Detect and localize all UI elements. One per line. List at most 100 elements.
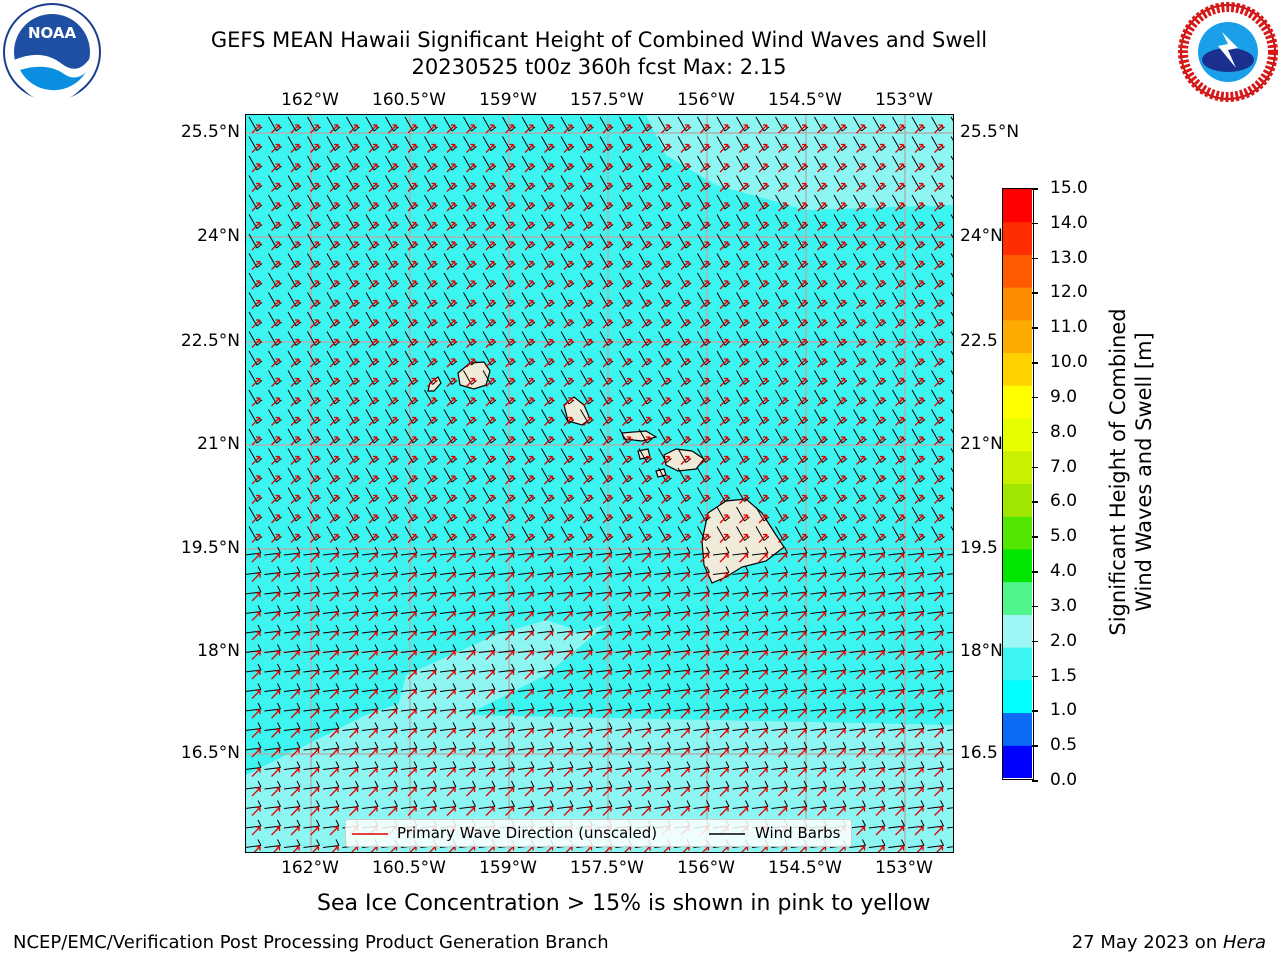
- wind-barb: [615, 683, 632, 692]
- wind-barb: [654, 722, 671, 731]
- wave-direction-arrow: [836, 299, 846, 309]
- wave-direction-arrow: [895, 377, 905, 387]
- wave-direction-arrow: [407, 143, 417, 153]
- wave-direction-arrow: [583, 338, 593, 348]
- wave-direction-arrow: [719, 436, 729, 446]
- wave-direction-arrow: [544, 514, 554, 524]
- wave-direction-arrow: [544, 124, 554, 134]
- wave-direction-arrow: [251, 709, 261, 719]
- wind-barb: [498, 663, 515, 673]
- wave-direction-arrow: [858, 845, 866, 852]
- wave-direction-arrow: [251, 202, 261, 212]
- wave-direction-arrow: [797, 143, 807, 153]
- wind-barb: [400, 702, 418, 712]
- wave-direction-arrow: [563, 689, 573, 699]
- wave-direction-arrow: [661, 377, 671, 387]
- wind-barb: [771, 644, 788, 653]
- wave-direction-arrow: [836, 182, 846, 192]
- wave-direction-arrow: [271, 670, 281, 680]
- wave-direction-arrow: [836, 572, 846, 582]
- wave-direction-arrow: [583, 241, 593, 251]
- wave-direction-arrow: [349, 475, 359, 485]
- wave-direction-arrow: [524, 650, 534, 660]
- wave-direction-arrow: [895, 260, 905, 270]
- wind-barb: [420, 585, 437, 595]
- wave-direction-arrow: [329, 163, 339, 173]
- wave-direction-arrow: [466, 631, 476, 641]
- wave-direction-arrow: [875, 143, 885, 153]
- wind-barb: [950, 311, 953, 317]
- wave-direction-arrow: [524, 728, 534, 738]
- wind-barb: [849, 819, 866, 829]
- wave-direction-arrow: [388, 260, 398, 270]
- wind-barb: [264, 566, 281, 575]
- wave-direction-arrow: [271, 494, 281, 504]
- wave-direction-arrow: [427, 377, 437, 387]
- wind-barb: [673, 702, 691, 712]
- wave-direction-arrow: [505, 416, 515, 426]
- wave-direction-arrow: [446, 377, 456, 387]
- wave-direction-arrow: [368, 533, 378, 543]
- colorbar-tick-label: 14.0: [1050, 212, 1088, 233]
- wave-direction-arrow: [836, 358, 846, 368]
- wave-direction-arrow: [349, 767, 359, 777]
- wind-barb: [400, 663, 418, 673]
- wave-direction-arrow: [875, 728, 885, 738]
- wave-direction-arrow: [271, 689, 281, 699]
- wind-barb: [517, 585, 535, 595]
- wave-direction-arrow: [544, 221, 554, 231]
- wave-direction-arrow: [329, 572, 339, 582]
- wave-direction-arrow: [680, 553, 690, 563]
- wave-direction-arrow: [778, 319, 788, 329]
- wave-direction-arrow: [817, 124, 827, 134]
- wave-direction-arrow: [836, 709, 846, 719]
- wave-direction-arrow: [680, 787, 690, 797]
- wave-direction-arrow: [466, 377, 476, 387]
- wave-direction-arrow: [368, 416, 378, 426]
- wind-barb: [771, 702, 788, 712]
- wave-direction-arrow: [427, 455, 437, 465]
- wave-direction-arrow: [602, 611, 612, 621]
- wave-direction-arrow: [388, 689, 398, 699]
- wave-direction-arrow: [310, 631, 320, 641]
- wind-barb: [732, 780, 749, 790]
- colorbar-swatch: [1003, 483, 1032, 517]
- wave-direction-arrow: [895, 436, 905, 446]
- wave-direction-arrow: [700, 280, 710, 290]
- wind-barb: [907, 839, 925, 848]
- wind-barb: [810, 624, 827, 634]
- wave-direction-arrow: [778, 358, 788, 368]
- wave-direction-arrow: [602, 241, 612, 251]
- wave-direction-arrow: [427, 221, 437, 231]
- wave-direction-arrow: [914, 397, 924, 407]
- wind-barb: [556, 624, 574, 634]
- graticule: [246, 115, 953, 852]
- wind-barb: [868, 605, 886, 614]
- wind-barb: [459, 800, 476, 809]
- wave-direction-arrow: [856, 806, 866, 816]
- wind-barb: [381, 800, 398, 809]
- wave-direction-arrow: [310, 650, 320, 660]
- wave-direction-arrow: [349, 728, 359, 738]
- wind-barb: [849, 663, 866, 673]
- wind-barb: [361, 761, 379, 770]
- wave-direction-arrow: [661, 806, 671, 816]
- wind-barb: [693, 644, 710, 653]
- wind-barb: [283, 663, 301, 673]
- wind-barb: [615, 800, 632, 809]
- wave-direction-arrow: [583, 514, 593, 524]
- wave-direction-arrow: [875, 514, 885, 524]
- wind-barb: [927, 800, 944, 809]
- wave-direction-arrow: [641, 572, 651, 582]
- wave-direction-arrow: [407, 787, 417, 797]
- wind-barb: [246, 819, 262, 829]
- wind-barb: [420, 663, 437, 673]
- wave-direction-arrow: [407, 514, 417, 524]
- wave-direction-arrow: [739, 670, 749, 680]
- wind-barb: [654, 566, 671, 575]
- wind-barb: [907, 546, 925, 556]
- wave-direction-arrow: [719, 455, 729, 465]
- wind-barb: [459, 644, 476, 653]
- wave-direction-arrow: [290, 689, 300, 699]
- wind-barb: [322, 663, 340, 673]
